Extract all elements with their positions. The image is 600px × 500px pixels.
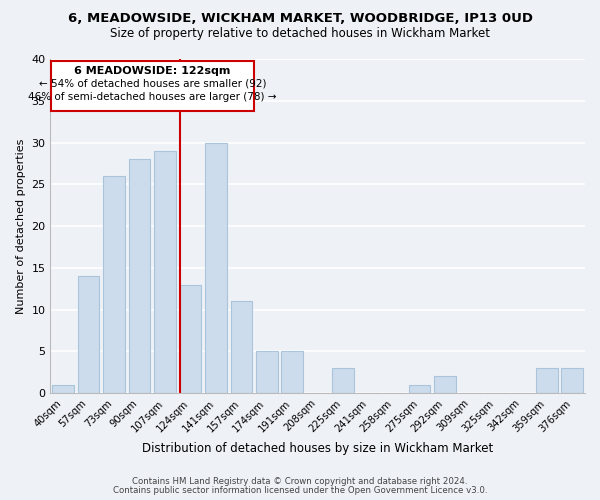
Bar bbox=[154, 151, 176, 393]
Text: 6, MEADOWSIDE, WICKHAM MARKET, WOODBRIDGE, IP13 0UD: 6, MEADOWSIDE, WICKHAM MARKET, WOODBRIDG… bbox=[67, 12, 533, 26]
Bar bbox=[434, 376, 456, 393]
Bar bbox=[179, 284, 201, 393]
Bar bbox=[230, 302, 252, 393]
Bar bbox=[281, 352, 303, 393]
Text: 46% of semi-detached houses are larger (78) →: 46% of semi-detached houses are larger (… bbox=[28, 92, 277, 102]
Y-axis label: Number of detached properties: Number of detached properties bbox=[16, 138, 26, 314]
Bar bbox=[205, 142, 227, 393]
Text: Contains public sector information licensed under the Open Government Licence v3: Contains public sector information licen… bbox=[113, 486, 487, 495]
Text: 6 MEADOWSIDE: 122sqm: 6 MEADOWSIDE: 122sqm bbox=[74, 66, 231, 76]
Bar bbox=[536, 368, 557, 393]
X-axis label: Distribution of detached houses by size in Wickham Market: Distribution of detached houses by size … bbox=[142, 442, 493, 455]
Bar bbox=[256, 352, 278, 393]
Bar bbox=[51, 60, 254, 111]
Bar bbox=[78, 276, 100, 393]
Bar bbox=[562, 368, 583, 393]
Bar bbox=[332, 368, 354, 393]
Bar bbox=[409, 385, 430, 393]
Bar bbox=[129, 160, 151, 393]
Text: ← 54% of detached houses are smaller (92): ← 54% of detached houses are smaller (92… bbox=[39, 78, 266, 88]
Bar bbox=[103, 176, 125, 393]
Bar bbox=[52, 385, 74, 393]
Text: Contains HM Land Registry data © Crown copyright and database right 2024.: Contains HM Land Registry data © Crown c… bbox=[132, 477, 468, 486]
Text: Size of property relative to detached houses in Wickham Market: Size of property relative to detached ho… bbox=[110, 28, 490, 40]
